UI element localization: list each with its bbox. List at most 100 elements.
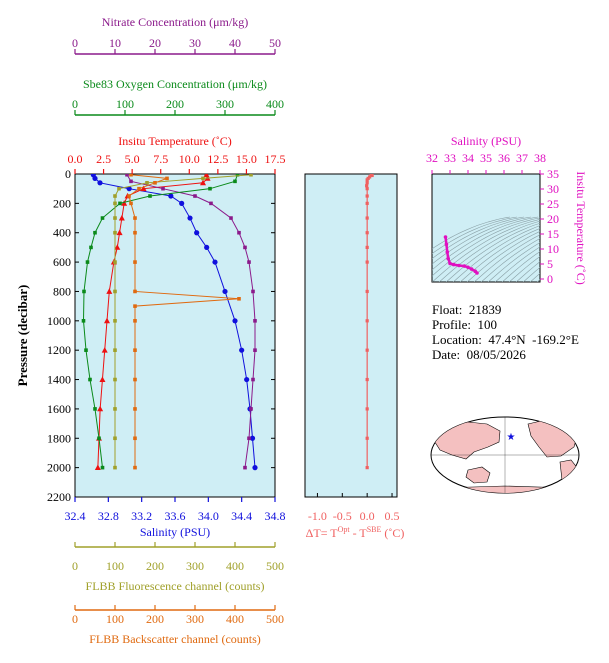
- point-oxygen: [100, 465, 105, 470]
- ts-density-contour: [432, 216, 532, 265]
- point-temperature: [97, 405, 104, 412]
- float-label: Float:: [432, 302, 463, 317]
- point-nitrate: [161, 186, 165, 191]
- ts-salinity-tick-label: 33: [444, 151, 456, 165]
- salinity-tick-label: 34.4: [231, 509, 252, 523]
- oxygen-tick-label: 0: [72, 97, 78, 111]
- point-oxygen: [93, 230, 97, 235]
- nitrate-tick-label: 20: [149, 36, 161, 50]
- date-value: 08/05/2026: [466, 347, 526, 362]
- point-backscatter: [129, 201, 133, 206]
- point-nitrate: [249, 407, 253, 411]
- backscatter-tick-label: 0: [72, 612, 78, 626]
- pressure-tick-label: 600: [53, 255, 71, 269]
- temperature-axis-label: Insitu Temperature (˚C): [118, 134, 232, 148]
- point-salinity: [212, 259, 218, 265]
- ts-temperature-axis-label: Insitu Temperature (˚C): [574, 171, 588, 285]
- profiles-series: [81, 174, 258, 471]
- point-temperature: [106, 288, 113, 294]
- ts-density-contour: [534, 217, 609, 292]
- ts-temperature-tick-label: 10: [547, 242, 559, 256]
- ts-point: [445, 250, 450, 254]
- point-fluorescence: [113, 216, 117, 220]
- delta-t-tick-label: -0.5: [333, 509, 352, 523]
- point-nitrate: [243, 465, 247, 470]
- ts-density-contour: [445, 222, 540, 282]
- ts-salinity-tick-label: 35: [480, 151, 492, 165]
- ts-temperature-tick-label: 30: [547, 182, 559, 196]
- point-nitrate: [193, 194, 197, 198]
- fluorescence-axis-label: FLBB Fluorescence channel (counts): [86, 579, 265, 593]
- delta-t-point: [365, 260, 369, 264]
- delta-t-point: [365, 184, 369, 188]
- delta-t-point: [365, 289, 369, 294]
- point-salinity: [92, 175, 98, 182]
- point-temperature: [118, 214, 125, 221]
- point-temperature: [121, 200, 128, 206]
- fluorescence-tick-label: 300: [186, 559, 204, 573]
- ts-density-contour: [480, 238, 540, 282]
- point-backscatter: [165, 176, 169, 181]
- series-fluorescence: [113, 174, 253, 470]
- point-fluorescence: [249, 174, 253, 177]
- point-oxygen: [97, 436, 101, 441]
- salinity-tick-label: 33.6: [165, 509, 186, 523]
- ts-density-contour: [494, 246, 540, 282]
- point-fluorescence: [117, 186, 121, 191]
- delta-t-series: [365, 174, 374, 470]
- temperature-tick-label: 12.5: [207, 152, 228, 166]
- float-value: 21839: [468, 302, 502, 317]
- float-info-location: Location: 47.4°N -169.2°E: [432, 332, 579, 347]
- point-backscatter: [153, 181, 157, 185]
- ts-point: [446, 256, 451, 261]
- point-backscatter: [133, 260, 137, 264]
- pressure-tick-label: 200: [53, 196, 71, 210]
- point-backscatter: [237, 296, 241, 301]
- point-backscatter: [133, 319, 137, 323]
- backscatter-axis-label: FLBB Backscatter channel (counts): [89, 632, 261, 646]
- ts-density-contour: [522, 266, 540, 282]
- point-temperature: [104, 317, 110, 324]
- ts-temperature-tick-label: 5: [547, 257, 553, 271]
- point-salinity: [97, 180, 103, 186]
- pressure-tick-label: 2000: [47, 461, 71, 475]
- fluorescence-tick-label: 200: [146, 559, 164, 573]
- ts-series: [443, 235, 479, 275]
- pressure-tick-label: 1600: [47, 402, 71, 416]
- ts-salinity-tick-label: 34: [462, 151, 474, 165]
- point-fluorescence: [113, 230, 117, 235]
- salinity-tick-label: 34.0: [198, 509, 219, 523]
- point-oxygen: [82, 289, 86, 294]
- point-temperature: [94, 464, 101, 471]
- ts-salinity-tick-label: 38: [534, 151, 546, 165]
- nitrate-axis-label: Nitrate Concentration (μm/kg): [102, 15, 248, 29]
- ts-density-contour: [473, 234, 540, 282]
- fluorescence-tick-label: 500: [266, 559, 284, 573]
- date-label: Date:: [432, 347, 461, 362]
- series-backscatter: [127, 174, 241, 470]
- nitrate-tick-label: 30: [189, 36, 201, 50]
- point-nitrate: [251, 377, 255, 382]
- point-salinity: [249, 435, 256, 441]
- ts-point: [448, 261, 452, 266]
- pressure-tick-label: 1800: [47, 431, 71, 445]
- ts-temperature-tick-label: 35: [547, 167, 559, 181]
- ts-density-contour: [432, 216, 539, 271]
- backscatter-tick-label: 200: [146, 612, 164, 626]
- point-salinity: [252, 465, 258, 471]
- ts-density-contour: [452, 225, 540, 282]
- backscatter-tick-label: 400: [226, 612, 244, 626]
- point-oxygen: [233, 179, 237, 184]
- ts-point: [443, 235, 448, 239]
- delta-t-axis-label-part: ΔT= T: [306, 526, 339, 540]
- point-backscatter: [133, 377, 137, 382]
- point-nitrate: [253, 319, 257, 323]
- temperature-tick-label: 7.5: [153, 152, 168, 166]
- point-nitrate: [237, 230, 241, 235]
- point-salinity: [222, 288, 228, 295]
- nitrate-tick-label: 10: [109, 36, 121, 50]
- float-info-date: Date: 08/05/2026: [432, 347, 579, 362]
- point-fluorescence: [113, 319, 117, 323]
- point-oxygen: [81, 319, 86, 323]
- point-oxygen: [100, 216, 105, 220]
